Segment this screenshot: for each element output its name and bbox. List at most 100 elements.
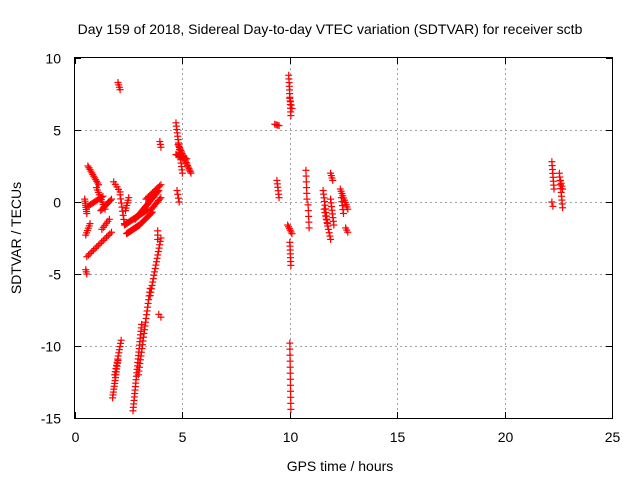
data-point <box>146 292 154 300</box>
data-point <box>108 228 116 236</box>
data-point <box>174 194 182 202</box>
data-point <box>288 230 296 238</box>
data-point <box>340 210 347 218</box>
data-point <box>154 251 162 259</box>
data-point <box>325 229 333 237</box>
y-tick-label: -15 <box>41 411 61 427</box>
data-point <box>94 179 102 187</box>
data-point <box>323 219 331 227</box>
y-tick-label: 0 <box>53 195 61 211</box>
data-point <box>327 235 335 243</box>
x-tick-label: 20 <box>498 429 514 445</box>
data-point <box>186 168 194 176</box>
data-point <box>287 261 295 269</box>
data-point <box>148 281 156 289</box>
data-point <box>104 232 112 240</box>
data-point <box>103 233 111 241</box>
data-point <box>116 86 124 94</box>
data-point <box>156 195 164 203</box>
data-point <box>98 238 106 246</box>
data-point <box>287 387 295 395</box>
data-point <box>155 244 163 252</box>
data-point <box>86 220 94 228</box>
data-point <box>138 320 146 328</box>
y-tick-label: -10 <box>41 339 61 355</box>
data-point <box>184 163 192 171</box>
data-point <box>157 143 165 151</box>
data-point <box>184 162 192 170</box>
data-point <box>321 209 329 217</box>
data-point <box>88 248 96 256</box>
data-point <box>93 243 101 251</box>
y-axis-label: SDTVAR / TECUs <box>8 182 24 294</box>
data-point <box>286 357 294 365</box>
data-point <box>156 241 164 249</box>
data-point <box>174 190 182 198</box>
data-point <box>94 241 102 249</box>
data-point <box>118 203 126 211</box>
data-point <box>275 122 283 130</box>
data-point <box>106 230 114 238</box>
data-point <box>105 215 113 223</box>
data-point <box>178 169 186 177</box>
data-point <box>344 228 352 236</box>
data-point <box>286 345 294 353</box>
data-point <box>84 251 92 259</box>
data-point <box>156 182 164 190</box>
data-point <box>287 393 295 401</box>
data-point <box>175 142 183 150</box>
data-point <box>153 254 161 262</box>
data-point <box>324 225 332 233</box>
data-point <box>149 278 157 286</box>
data-point <box>108 195 116 203</box>
data-point <box>288 104 296 112</box>
x-tick-label: 10 <box>283 429 299 445</box>
data-point <box>175 198 183 206</box>
data-point <box>185 165 193 173</box>
data-point <box>173 186 181 194</box>
data-point <box>125 194 133 202</box>
data-point <box>286 375 294 383</box>
x-axis-label: GPS time / hours <box>287 458 394 474</box>
data-point <box>152 258 160 266</box>
data-point <box>83 210 91 218</box>
data-point <box>326 232 334 240</box>
data-point <box>86 249 94 257</box>
y-tick-label: 10 <box>45 51 61 67</box>
data-point <box>286 351 294 359</box>
data-point <box>106 196 114 204</box>
data-point <box>330 221 338 229</box>
data-point <box>117 336 125 344</box>
data-point <box>287 112 295 120</box>
y-tick-label: 5 <box>53 123 61 139</box>
data-point <box>559 204 567 212</box>
x-tick-label: 25 <box>605 429 621 445</box>
data-point <box>286 94 294 102</box>
x-tick-label: 15 <box>390 429 406 445</box>
data-point <box>147 288 155 296</box>
data-point <box>99 236 107 244</box>
data-point <box>548 198 556 206</box>
data-point <box>186 166 194 174</box>
data-point <box>151 268 159 276</box>
data-point <box>329 176 337 184</box>
data-points <box>81 71 567 415</box>
data-point <box>83 270 91 278</box>
data-point <box>275 194 283 202</box>
data-point <box>286 363 294 371</box>
data-point <box>119 211 127 219</box>
data-point <box>120 215 128 223</box>
data-point <box>157 313 165 321</box>
chart-title: Day 159 of 2018, Sidereal Day-to-day VTE… <box>78 21 583 37</box>
axis-ticks: 0 5 10 15 20 25 -15 -10 -5 0 5 10 <box>41 51 621 446</box>
data-point <box>117 199 125 207</box>
data-point <box>559 185 567 193</box>
data-point <box>287 399 295 407</box>
data-point <box>183 155 191 163</box>
data-point <box>285 224 293 232</box>
data-point <box>286 339 294 347</box>
data-point <box>322 212 330 220</box>
data-point <box>305 224 313 232</box>
data-point <box>151 264 159 272</box>
